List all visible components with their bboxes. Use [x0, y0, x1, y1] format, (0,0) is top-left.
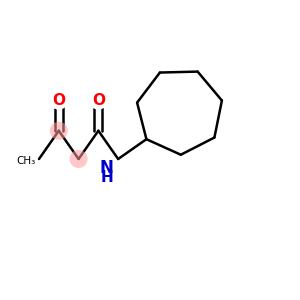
Circle shape — [89, 92, 107, 110]
Circle shape — [50, 92, 68, 110]
Circle shape — [70, 150, 88, 168]
Circle shape — [50, 122, 68, 140]
Text: O: O — [92, 93, 105, 108]
Text: H: H — [100, 169, 113, 184]
Circle shape — [95, 160, 118, 183]
Text: O: O — [52, 93, 65, 108]
Text: N: N — [100, 159, 114, 177]
Text: CH₃: CH₃ — [16, 155, 35, 166]
